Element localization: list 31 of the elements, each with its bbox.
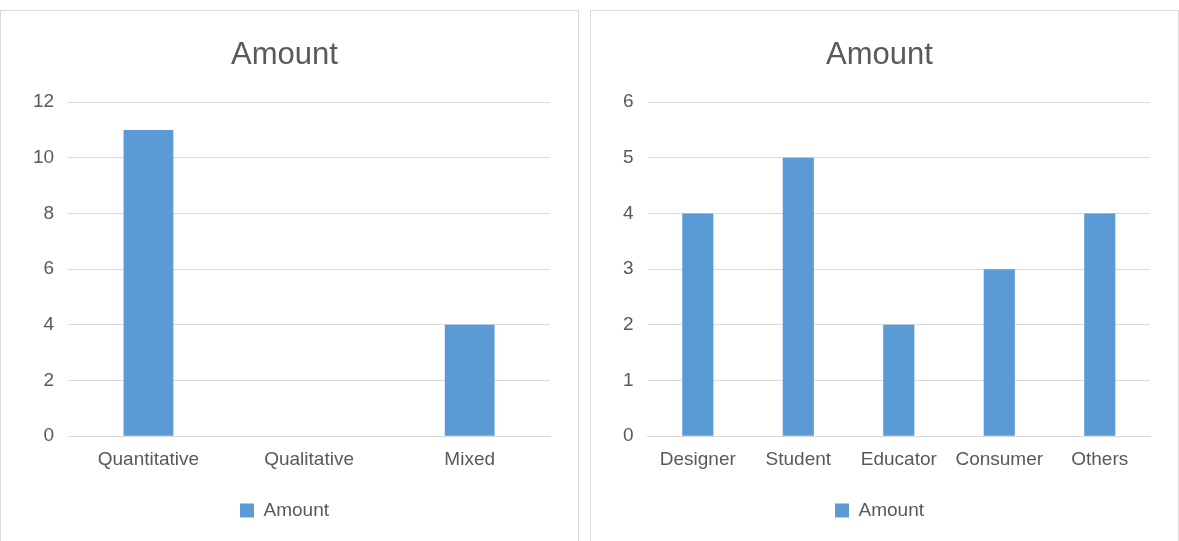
y-tick-label: 4	[43, 313, 55, 335]
y-tick-label: 6	[43, 257, 55, 279]
y-tick-label: 3	[622, 257, 634, 279]
bar	[682, 213, 714, 436]
y-tick-label: 10	[32, 146, 55, 168]
y-tick-label: 5	[622, 146, 634, 168]
y-tick-label: 0	[622, 424, 634, 446]
x-tick-label: Quantitative	[97, 447, 200, 469]
x-tick-label: Others	[1071, 447, 1129, 469]
y-tick-label: 6	[622, 90, 634, 112]
y-tick-label: 1	[622, 368, 634, 390]
legend-label: Amount	[263, 498, 330, 520]
y-tick-label: 12	[32, 90, 55, 112]
y-tick-label: 0	[43, 424, 55, 446]
y-tick-label: 4	[622, 201, 634, 223]
chart-title: Amount	[826, 36, 934, 72]
bar	[883, 324, 915, 436]
x-tick-label: Student	[765, 447, 832, 469]
x-tick-label: Mixed	[444, 447, 496, 469]
y-tick-label: 8	[43, 201, 55, 223]
x-tick-label: Educator	[860, 447, 938, 469]
x-tick-label: Qualitative	[264, 447, 354, 469]
bar	[782, 157, 814, 436]
y-tick-label: 2	[43, 368, 55, 390]
x-tick-label: Designer	[659, 447, 737, 469]
legend-label: Amount	[858, 498, 925, 520]
y-tick-label: 2	[622, 313, 634, 335]
x-tick-label: Consumer	[955, 447, 1044, 469]
bar	[983, 269, 1015, 436]
bar	[1084, 213, 1116, 436]
chart-title: Amount	[231, 36, 339, 72]
